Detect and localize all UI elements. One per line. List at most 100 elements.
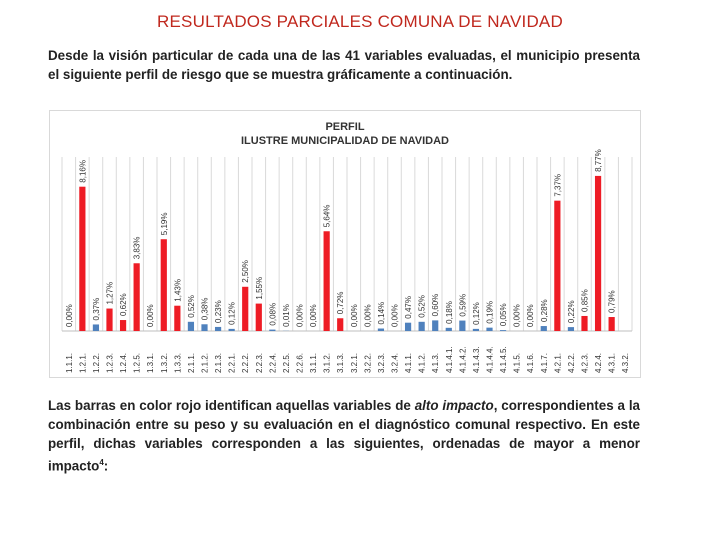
x-tick-label: 2.2.5. — [282, 353, 291, 373]
chart-container: PERFIL ILUSTRE MUNICIPALIDAD DE NAVIDAD … — [49, 110, 641, 378]
x-tick-label: 2.1.3. — [214, 353, 223, 373]
data-label: 0,18% — [445, 301, 454, 324]
data-label: 0,52% — [418, 295, 427, 318]
x-tick-label: 3.2.3. — [377, 353, 386, 373]
footnote-marker: 4 — [99, 458, 104, 467]
data-label: 1,55% — [255, 277, 264, 300]
bar — [499, 330, 507, 331]
data-label: 0,00% — [146, 304, 155, 327]
bar — [323, 231, 330, 331]
bar — [337, 318, 344, 331]
data-label: 0,28% — [540, 299, 549, 322]
x-tick-label: 1.2.4. — [119, 353, 128, 373]
data-label: 0,00% — [296, 304, 305, 327]
x-tick-label: 1.2.5. — [133, 353, 142, 373]
data-label: 0,14% — [377, 302, 386, 325]
data-label: 2,50% — [241, 260, 250, 283]
data-label: 3,83% — [133, 237, 142, 260]
data-label: 0,00% — [526, 304, 535, 327]
bar — [594, 175, 602, 331]
outro-text-a: Las barras en color rojo identifican aqu… — [48, 398, 415, 413]
bar — [567, 327, 575, 331]
data-label: 1,27% — [106, 282, 115, 305]
x-tick-label: 4.1.6. — [526, 353, 535, 373]
x-tick-label: 2.2.2. — [241, 353, 250, 373]
data-label: 0,22% — [567, 300, 576, 323]
bar — [472, 328, 480, 331]
bar — [608, 317, 615, 331]
data-label: 0,00% — [363, 304, 372, 327]
x-tick-label: 4.1.4.2. — [458, 346, 467, 373]
bar — [228, 328, 235, 331]
data-label: 0,05% — [499, 303, 508, 326]
x-tick-label: 3.1.3. — [336, 353, 345, 373]
data-label: 0,72% — [336, 292, 345, 315]
bar — [92, 324, 100, 331]
x-tick-label: 1.2.3. — [106, 353, 115, 373]
x-tick-label: 4.3.2. — [621, 353, 630, 373]
bar — [106, 308, 113, 331]
x-tick-label: 3.1.1. — [309, 353, 318, 373]
x-tick-label: 4.1.4.1. — [445, 346, 454, 373]
bar — [242, 286, 249, 331]
data-label: 0,59% — [458, 294, 467, 317]
x-tick-label: 2.1.1. — [187, 353, 196, 373]
x-tick-label: 4.1.4.5. — [499, 346, 508, 373]
x-tick-label: 3.2.1. — [350, 353, 359, 373]
bar — [432, 320, 439, 331]
x-tick-label: 2.1.2. — [201, 353, 210, 373]
data-label: 0,23% — [214, 300, 223, 323]
data-label: 0,08% — [268, 303, 277, 326]
data-label: 0,62% — [119, 293, 128, 316]
bar — [581, 315, 588, 331]
bar — [486, 327, 493, 331]
x-tick-label: 3.2.4. — [391, 353, 400, 373]
intro-paragraph: Desde la visión particular de cada una d… — [48, 48, 640, 82]
x-tick-label: 4.2.1. — [553, 353, 562, 373]
data-label: 0,00% — [350, 304, 359, 327]
data-label: 0,00% — [391, 304, 400, 327]
x-tick-label: 4.1.7. — [540, 353, 549, 373]
page-title: RESULTADOS PARCIALES COMUNA DE NAVIDAD — [157, 12, 563, 31]
x-tick-label: 4.2.3. — [581, 353, 590, 373]
x-tick-label: 4.1.1. — [404, 353, 413, 373]
data-label: 0,52% — [187, 295, 196, 318]
x-tick-label: 1.3.2. — [160, 353, 169, 373]
data-label: 0,85% — [581, 289, 590, 312]
bar — [269, 329, 276, 331]
data-label: 1,43% — [173, 279, 182, 302]
data-label: 8,77% — [594, 149, 603, 172]
x-tick-label: 4.1.5. — [513, 353, 522, 373]
x-tick-label: 1.1.1. — [65, 353, 74, 373]
bar — [160, 239, 167, 331]
outro-text-b: , correspondientes a la combinación entr… — [48, 398, 640, 474]
bar — [255, 303, 262, 331]
data-label: 0,79% — [608, 290, 617, 313]
data-label: 0,60% — [431, 294, 440, 317]
data-label: 0,12% — [472, 302, 481, 325]
chart-title: PERFIL — [325, 121, 365, 133]
bar-chart: 1.1.1. 0,00% 1.2.1. 8,16% 1.2.2. 0,37% 1.2.3. 1… — [61, 149, 633, 373]
bar — [119, 320, 127, 331]
bar — [133, 263, 140, 331]
bar — [445, 327, 452, 331]
x-tick-label: 2.2.3. — [255, 353, 264, 373]
x-tick-label: 1.3.1. — [146, 353, 155, 373]
data-label: 0,19% — [486, 301, 495, 324]
data-label: 0,00% — [309, 304, 318, 327]
x-tick-label: 4.2.2. — [567, 353, 576, 373]
bar — [79, 186, 86, 331]
bar — [187, 321, 195, 331]
x-tick-label: 4.3.1. — [608, 353, 617, 373]
data-label: 8,16% — [78, 160, 87, 183]
x-tick-label: 1.2.2. — [92, 353, 101, 373]
x-tick-label: 4.2.4. — [594, 353, 603, 373]
x-tick-label: 1.3.3. — [173, 353, 182, 373]
outro-end: : — [103, 458, 109, 474]
bar — [459, 320, 466, 331]
outro-emphasis: alto impacto — [414, 398, 494, 413]
bar — [418, 321, 425, 331]
x-tick-label: 4.1.2. — [418, 353, 427, 373]
x-tick-label: 4.1.3. — [431, 353, 440, 373]
chart-subtitle: ILUSTRE MUNICIPALIDAD DE NAVIDAD — [241, 135, 449, 147]
